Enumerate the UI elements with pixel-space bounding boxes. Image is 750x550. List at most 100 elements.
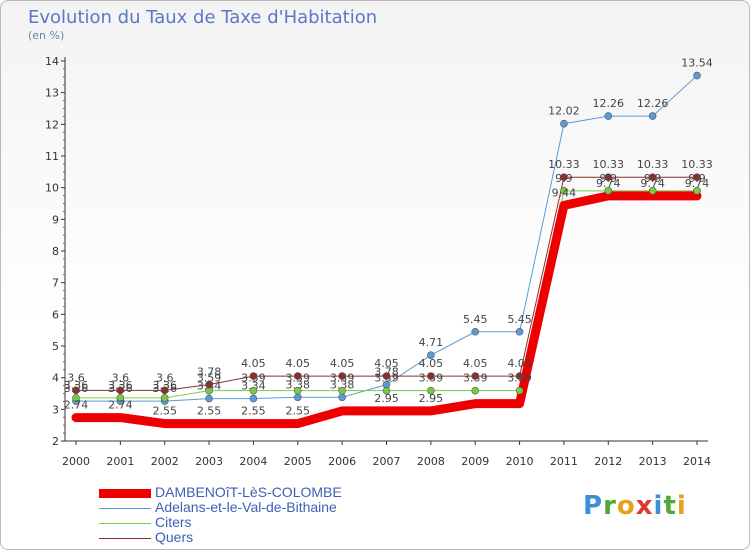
series-point-3 xyxy=(604,173,613,182)
series-point-2 xyxy=(72,394,80,402)
data-label-0: 2.55 xyxy=(152,405,177,418)
data-label-0: 2.55 xyxy=(197,405,222,418)
series-point-3 xyxy=(293,372,302,380)
series-point-3 xyxy=(382,372,391,380)
data-label-0: 2.74 xyxy=(64,399,89,412)
data-label-2: 3.36 xyxy=(152,379,177,392)
series-point-3 xyxy=(205,380,213,389)
y-tick-label: 11 xyxy=(45,150,59,163)
series-point-1 xyxy=(427,351,435,359)
series-point-1 xyxy=(648,112,657,120)
proxiti-logo: Proxiti xyxy=(583,491,687,521)
series-point-2 xyxy=(116,394,125,402)
legend-swatch xyxy=(99,508,151,509)
series-point-1 xyxy=(515,327,524,336)
series-point-1 xyxy=(338,393,346,402)
series-point-1 xyxy=(693,71,701,80)
data-label-3: 4.05 xyxy=(419,357,444,370)
y-tick-label: 8 xyxy=(52,245,59,258)
data-label-3: 4.05 xyxy=(241,357,266,370)
data-label-3: 3.6 xyxy=(112,371,130,384)
series-point-2 xyxy=(560,187,568,195)
data-label-0: 9.44 xyxy=(552,186,577,199)
data-label-3: 4.05 xyxy=(463,357,488,370)
data-label-1: 12.26 xyxy=(593,97,625,110)
x-tick-label: 2013 xyxy=(639,455,667,468)
y-tick-label: 12 xyxy=(45,118,59,131)
data-label-2: 3.36 xyxy=(108,379,133,392)
series-point-2 xyxy=(693,187,701,195)
logo-letter: i xyxy=(653,491,664,521)
data-label-1: 4.71 xyxy=(419,336,444,349)
series-point-1 xyxy=(205,394,213,403)
x-tick-label: 2014 xyxy=(683,455,711,468)
x-tick-label: 2003 xyxy=(195,455,223,468)
data-label-3: 10.33 xyxy=(548,158,580,171)
y-tick-label: 7 xyxy=(52,277,59,290)
x-tick-label: 2006 xyxy=(328,455,356,468)
series-point-3 xyxy=(249,372,258,380)
series-point-3 xyxy=(693,173,701,182)
series-point-2 xyxy=(515,386,524,395)
data-label-1: 5.45 xyxy=(507,313,532,326)
y-tick-label: 9 xyxy=(52,213,59,226)
series-point-2 xyxy=(382,386,391,395)
data-label-2: 3.59 xyxy=(197,372,222,385)
x-tick-label: 2002 xyxy=(151,455,179,468)
series-point-1 xyxy=(604,112,613,120)
series-point-2 xyxy=(604,187,613,195)
x-tick-label: 2000 xyxy=(62,455,90,468)
logo-letter: r xyxy=(603,491,617,521)
series-point-3 xyxy=(427,372,435,380)
data-label-3: 10.33 xyxy=(593,158,625,171)
series-point-3 xyxy=(116,386,125,395)
data-label-0: 2.55 xyxy=(241,405,266,418)
series-point-2 xyxy=(648,187,657,195)
data-label-3: 4.05 xyxy=(330,357,355,370)
series-point-3 xyxy=(471,372,480,380)
data-label-0: 9.74 xyxy=(640,177,665,190)
series-point-2 xyxy=(160,394,169,402)
series-point-3 xyxy=(560,173,568,182)
series-point-1 xyxy=(560,119,568,128)
y-tick-label: 13 xyxy=(45,87,59,100)
logo-letter: o xyxy=(616,491,636,521)
data-label-0: 9.74 xyxy=(596,177,621,190)
data-label-1: 3.34 xyxy=(241,380,266,393)
data-label-1: 13.54 xyxy=(681,57,713,70)
series-point-2 xyxy=(249,386,258,395)
data-label-3: 3.78 xyxy=(197,366,222,379)
data-label-2: 3.36 xyxy=(64,379,89,392)
y-tick-label: 5 xyxy=(52,340,59,353)
data-label-1: 5.45 xyxy=(463,313,488,326)
series-point-3 xyxy=(338,372,346,380)
series-point-2 xyxy=(293,386,302,395)
data-label-0: 9.74 xyxy=(685,177,710,190)
x-tick-label: 2009 xyxy=(461,455,489,468)
x-tick-label: 2012 xyxy=(594,455,622,468)
legend-label: Quers xyxy=(155,529,194,545)
y-tick-label: 3 xyxy=(52,403,59,416)
series-point-1 xyxy=(249,394,258,403)
data-label-3: 4.05 xyxy=(374,357,399,370)
logo-letter: i xyxy=(676,491,687,521)
x-tick-label: 2008 xyxy=(417,455,445,468)
legend-label: Adelans-et-le-Val-de-Bithaine xyxy=(155,499,337,515)
legend-label: Citers xyxy=(155,514,192,530)
data-label-3: 3.6 xyxy=(67,371,85,384)
data-label-3: 10.33 xyxy=(681,158,713,171)
logo-letter: x xyxy=(635,491,654,521)
x-tick-label: 2010 xyxy=(506,455,534,468)
series-line-1 xyxy=(75,75,698,402)
data-label-1: 12.02 xyxy=(548,105,580,118)
data-label-1: 3.38 xyxy=(330,378,355,391)
data-label-3: 10.33 xyxy=(637,158,669,171)
data-label-3: 4.05 xyxy=(507,357,532,370)
data-label-0: 2.95 xyxy=(419,392,444,405)
x-tick-label: 2007 xyxy=(373,455,401,468)
series-point-3 xyxy=(515,372,524,380)
series-point-1 xyxy=(293,393,302,402)
data-label-0: 2.95 xyxy=(374,392,399,405)
